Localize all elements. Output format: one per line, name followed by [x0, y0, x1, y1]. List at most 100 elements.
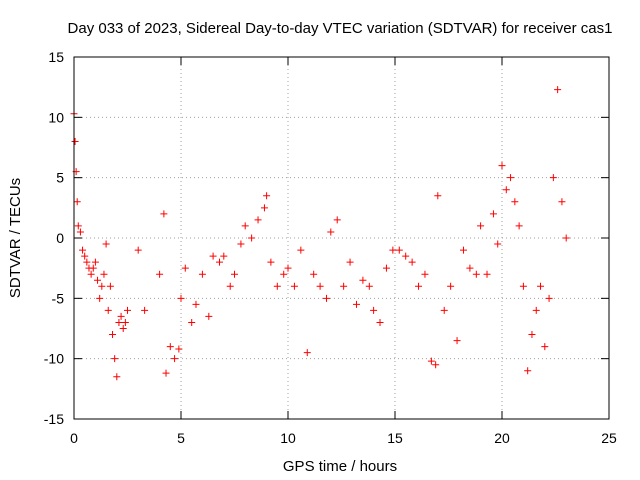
data-point: [74, 222, 82, 230]
data-point: [171, 355, 179, 363]
data-point: [231, 270, 238, 278]
data-point: [359, 276, 367, 284]
data-point: [98, 282, 106, 290]
data-point: [248, 234, 256, 242]
data-point: [327, 228, 335, 236]
data-point: [79, 246, 87, 254]
data-point: [453, 337, 461, 345]
data-point: [263, 192, 271, 200]
data-point: [303, 349, 311, 357]
data-point: [447, 282, 455, 290]
data-point: [483, 270, 491, 278]
data-point: [260, 204, 268, 212]
data-point: [477, 222, 485, 230]
data-point: [226, 282, 234, 290]
data-point: [192, 300, 200, 308]
data-point: [181, 264, 189, 272]
data-point: [134, 246, 142, 254]
data-point: [198, 270, 206, 278]
data-point: [113, 373, 121, 381]
data-point: [273, 282, 281, 290]
x-tick-label: 15: [387, 430, 403, 446]
data-point: [346, 258, 354, 266]
data-point: [156, 270, 164, 278]
data-point: [558, 198, 566, 206]
data-point: [89, 264, 97, 272]
data-point: [177, 294, 185, 302]
data-point: [323, 294, 331, 302]
data-point: [562, 234, 570, 242]
data-point: [284, 264, 292, 272]
data-point: [141, 306, 149, 314]
data-point: [370, 306, 378, 314]
y-tick-label: 10: [48, 109, 64, 125]
data-point: [537, 282, 545, 290]
data-point: [310, 270, 318, 278]
data-point: [76, 228, 84, 236]
chart-title: Day 033 of 2023, Sidereal Day-to-day VTE…: [68, 20, 613, 37]
data-point: [166, 343, 174, 351]
data-point: [102, 240, 110, 248]
x-tick-label: 5: [177, 430, 185, 446]
y-tick-label: -5: [52, 290, 65, 306]
data-point: [162, 369, 170, 377]
data-point: [382, 264, 390, 272]
data-points: [70, 86, 570, 381]
data-point: [515, 222, 523, 230]
data-point: [297, 246, 305, 254]
y-axis-label: SDTVAR / TECUs: [7, 178, 24, 298]
data-point: [237, 240, 245, 248]
data-point: [267, 258, 275, 266]
data-point: [519, 282, 527, 290]
data-point: [81, 252, 89, 260]
data-point: [408, 258, 416, 266]
data-point: [502, 186, 510, 194]
data-point: [365, 282, 373, 290]
data-point: [175, 345, 183, 353]
data-point: [121, 318, 129, 326]
data-point: [209, 252, 217, 260]
x-tick-label: 10: [280, 430, 296, 446]
y-tick-label: -15: [44, 411, 64, 427]
data-point: [524, 367, 532, 375]
data-point: [280, 270, 288, 278]
data-point: [91, 258, 99, 266]
x-tick-label: 20: [494, 430, 510, 446]
y-tick-label: 0: [56, 230, 64, 246]
plot-frame: [73, 56, 610, 420]
data-point: [459, 246, 467, 254]
data-point: [554, 86, 562, 94]
data-point: [220, 252, 228, 260]
x-tick-label: 25: [601, 430, 617, 446]
data-point: [115, 318, 123, 326]
data-point: [528, 331, 536, 339]
data-point: [389, 246, 397, 254]
data-point: [216, 258, 224, 266]
data-point: [100, 270, 108, 278]
data-point: [415, 282, 423, 290]
data-point: [290, 282, 298, 290]
data-point: [241, 222, 249, 230]
data-point: [117, 312, 125, 320]
y-tick-label: 5: [56, 170, 64, 186]
data-point: [421, 270, 429, 278]
data-point: [83, 258, 91, 266]
data-point: [188, 318, 196, 326]
data-point: [545, 294, 553, 302]
data-point: [489, 210, 497, 218]
data-point: [432, 361, 440, 369]
data-point: [494, 240, 502, 248]
data-point: [532, 306, 540, 314]
data-point: [434, 192, 442, 200]
data-point: [507, 174, 515, 182]
data-point: [395, 246, 403, 254]
data-point: [87, 270, 95, 278]
data-point: [205, 312, 213, 320]
x-axis-label: GPS time / hours: [283, 458, 397, 475]
data-point: [160, 210, 168, 218]
data-point: [333, 216, 341, 224]
x-axis-ticks: 0 5 10 15 20 25: [70, 57, 617, 446]
data-point: [340, 282, 348, 290]
data-point: [104, 306, 112, 314]
